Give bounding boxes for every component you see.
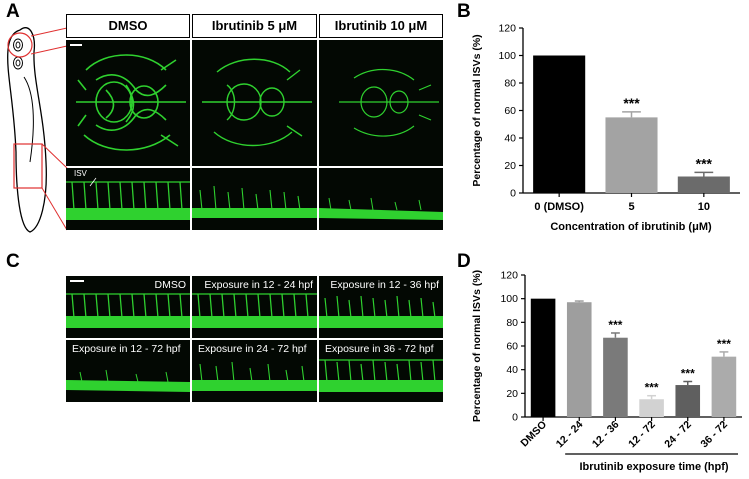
micrograph-c-24-72: Exposure in 24 - 72 hpf bbox=[192, 340, 317, 402]
isv-label: ISV bbox=[74, 169, 87, 178]
bar bbox=[605, 117, 658, 193]
zebrafish-schematic bbox=[7, 27, 68, 233]
y-tick-label: 100 bbox=[500, 293, 518, 305]
y-tick-label: 40 bbox=[504, 133, 516, 145]
x-tick-label: 12 - 36 bbox=[590, 419, 622, 451]
significance-label: *** bbox=[696, 155, 713, 171]
y-axis-label: Percentage of normal ISVs (%) bbox=[471, 270, 483, 422]
x-axis-label: Concentration of ibrutinib (μM) bbox=[550, 221, 712, 233]
micrograph-trunk-dmso: ISV bbox=[66, 168, 190, 230]
label-c-12-36: Exposure in 12 - 36 hpf bbox=[330, 279, 439, 291]
significance-label: *** bbox=[608, 318, 622, 332]
chart-d: 0 20 40 60 80 100 120 DMSO 12 - 24 *** 12 - 36 *** 1… bbox=[471, 270, 742, 473]
bar bbox=[675, 385, 701, 417]
y-tick-label: 40 bbox=[506, 364, 518, 376]
label-c-36-72: Exposure in 36 - 72 hpf bbox=[325, 343, 434, 355]
micrograph-head-10um bbox=[319, 40, 443, 166]
header-ibrutinib-5: Ibrutinib 5 μM bbox=[192, 14, 317, 38]
x-axis-label: Ibrutinib exposure time (hpf) bbox=[579, 461, 728, 473]
head-region-marker bbox=[7, 32, 33, 58]
y-tick-label: 60 bbox=[504, 105, 516, 117]
bar bbox=[566, 302, 592, 417]
y-tick-label: 0 bbox=[510, 188, 516, 200]
bar bbox=[711, 356, 737, 417]
y-tick-label: 20 bbox=[504, 160, 516, 172]
x-tick-label: 24 - 72 bbox=[662, 419, 694, 451]
header-ibrutinib-10: Ibrutinib 10 μM bbox=[319, 14, 443, 38]
y-axis-label: Percentage of normal ISVs (%) bbox=[471, 34, 483, 186]
micrograph-head-dmso bbox=[66, 40, 190, 166]
micrograph-c-12-72: Exposure in 12 - 72 hpf bbox=[66, 340, 190, 402]
x-tick-label: 12 - 72 bbox=[626, 419, 658, 451]
micrograph-c-12-24: Exposure in 12 - 24 hpf bbox=[192, 276, 317, 338]
panel-letter-b: B bbox=[457, 1, 471, 22]
x-tick-label: 36 - 72 bbox=[698, 419, 730, 451]
significance-label: *** bbox=[681, 367, 695, 381]
x-tick-label: 12 - 24 bbox=[554, 419, 586, 451]
micrograph-trunk-10um bbox=[319, 168, 443, 230]
label-c-12-72: Exposure in 12 - 72 hpf bbox=[72, 343, 181, 355]
panel-letter-a: A bbox=[6, 1, 20, 22]
bar bbox=[677, 176, 730, 193]
panel-letter-d: D bbox=[457, 251, 471, 272]
micrograph-trunk-5um bbox=[192, 168, 317, 230]
micrograph-c-dmso: DMSO bbox=[66, 276, 190, 338]
scale-bar bbox=[70, 280, 84, 282]
bar bbox=[533, 55, 586, 193]
panel-letter-c: C bbox=[6, 251, 20, 272]
significance-label: *** bbox=[623, 95, 640, 111]
y-tick-label: 120 bbox=[498, 23, 516, 35]
x-tick-label: 5 bbox=[628, 201, 634, 213]
y-tick-label: 80 bbox=[506, 317, 518, 329]
label-c-dmso: DMSO bbox=[154, 279, 187, 291]
y-tick-label: 0 bbox=[512, 412, 518, 424]
y-tick-label: 100 bbox=[498, 50, 516, 62]
scale-bar bbox=[70, 44, 82, 46]
bar bbox=[603, 337, 628, 417]
significance-label: *** bbox=[645, 381, 659, 395]
micrograph-c-12-36: Exposure in 12 - 36 hpf bbox=[319, 276, 443, 338]
y-tick-label: 120 bbox=[500, 270, 518, 282]
bar bbox=[639, 399, 664, 417]
x-tick-label: 10 bbox=[698, 201, 710, 213]
header-dmso: DMSO bbox=[66, 14, 190, 38]
chart-b: 0 20 40 60 80 100 120 0 (DMSO) *** 5 *** 10 Percenta… bbox=[471, 23, 740, 233]
bar bbox=[530, 298, 556, 417]
label-c-12-24: Exposure in 12 - 24 hpf bbox=[204, 279, 313, 291]
significance-label: *** bbox=[717, 337, 731, 351]
label-c-24-72: Exposure in 24 - 72 hpf bbox=[198, 343, 307, 355]
x-tick-label: DMSO bbox=[518, 419, 549, 450]
trunk-region-marker bbox=[13, 143, 43, 189]
y-tick-label: 80 bbox=[504, 78, 516, 90]
y-tick-label: 60 bbox=[506, 341, 518, 353]
x-tick-label: 0 (DMSO) bbox=[534, 201, 584, 213]
y-tick-label: 20 bbox=[506, 388, 518, 400]
micrograph-head-5um bbox=[192, 40, 317, 166]
micrograph-c-36-72: Exposure in 36 - 72 hpf bbox=[319, 340, 443, 402]
